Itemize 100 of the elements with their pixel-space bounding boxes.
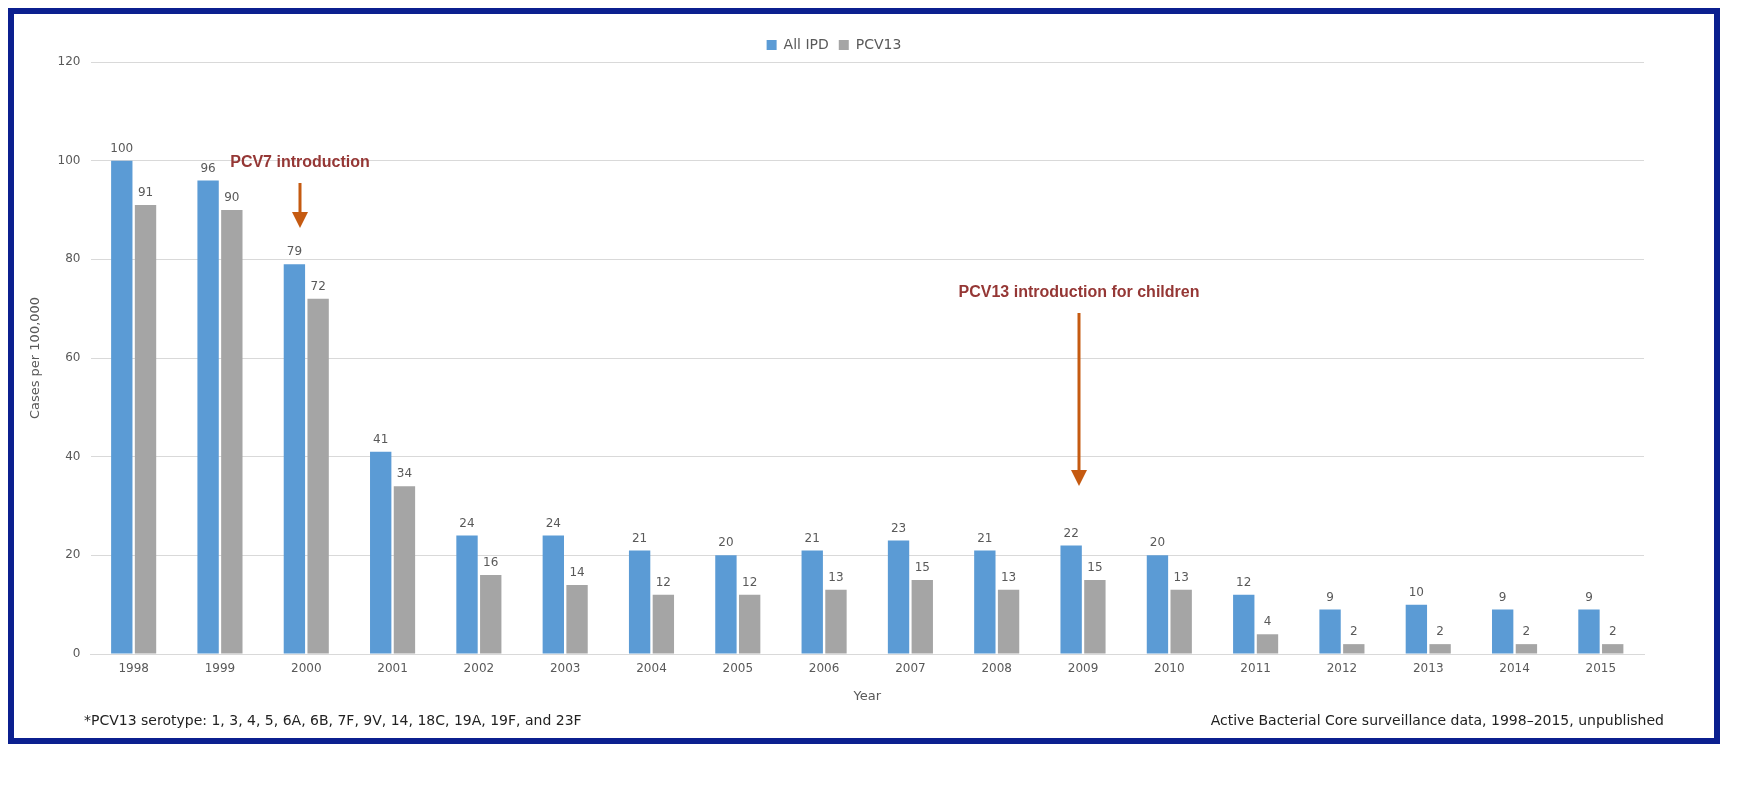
bar xyxy=(887,540,910,654)
text: *PCV13 serotype: 1, 3, 4, 5, 6A, 6B, 7F, 9V, 14, 18C, 19A, 19F, and 23F xyxy=(84,712,582,728)
data-label: 10 xyxy=(1408,584,1425,599)
data-label: 79 xyxy=(286,244,303,259)
y-tick-label: 60 xyxy=(65,350,81,365)
bar xyxy=(480,575,502,654)
data-label: 13 xyxy=(1000,569,1017,584)
data-label: 9 xyxy=(1585,589,1593,604)
y-tick-label: 80 xyxy=(65,251,81,266)
data-label: 12 xyxy=(1236,574,1252,589)
bar xyxy=(1084,580,1106,654)
x-tick-label: 2013 xyxy=(1412,661,1444,676)
data-label: 24 xyxy=(545,515,561,530)
legend-label: PCV13 xyxy=(855,35,902,52)
x-axis-title: Year xyxy=(852,687,882,703)
bar xyxy=(542,535,564,654)
data-label: 90 xyxy=(224,190,240,205)
data-label: 14 xyxy=(569,565,585,580)
data-label: 21 xyxy=(631,530,648,545)
x-tick-label: 2008 xyxy=(981,661,1012,676)
annotation: PCV13 introduction for children xyxy=(958,283,1200,301)
data-label: 12 xyxy=(655,574,671,589)
data-label: 20 xyxy=(1149,535,1166,550)
data-label: 15 xyxy=(914,560,930,575)
bar xyxy=(1578,609,1600,654)
x-tick-label: 2005 xyxy=(722,661,754,676)
data-label: 9 xyxy=(1326,589,1334,604)
data-label: 96 xyxy=(200,160,216,175)
bar xyxy=(1233,594,1255,654)
x-tick-label: 1999 xyxy=(204,661,236,676)
data-label: 2 xyxy=(1522,624,1531,639)
bar xyxy=(997,589,1020,654)
data-label: 12 xyxy=(742,574,758,589)
data-label: 4 xyxy=(1263,614,1272,629)
bar xyxy=(134,205,157,654)
bar xyxy=(307,298,329,654)
text: Active Bacterial Core surveillance data, 1998–2015, unpublished xyxy=(1210,712,1664,728)
data-label: 15 xyxy=(1087,560,1103,575)
bar xyxy=(974,550,996,654)
data-label: 23 xyxy=(890,520,907,535)
data-label: 2 xyxy=(1436,624,1444,639)
bar xyxy=(393,486,416,654)
data-label: 13 xyxy=(828,569,844,584)
bar xyxy=(911,580,933,654)
bar xyxy=(1170,589,1192,654)
x-tick-label: 2004 xyxy=(636,661,667,676)
bar xyxy=(221,210,243,654)
bar xyxy=(566,584,588,654)
data-label: 72 xyxy=(310,278,326,293)
y-tick-label: 0 xyxy=(72,646,81,661)
data-label: 41 xyxy=(373,431,389,446)
bar xyxy=(283,264,306,654)
bar xyxy=(1492,609,1514,654)
x-tick-label: 2000 xyxy=(290,661,322,676)
data-label: 2 xyxy=(1608,624,1617,639)
legend-label: All IPD xyxy=(783,35,829,52)
bar xyxy=(1405,604,1428,654)
bar xyxy=(1515,644,1538,654)
annotation: PCV7 introduction xyxy=(230,153,370,171)
bar xyxy=(1319,609,1341,654)
bar xyxy=(111,160,133,654)
y-tick-label: 20 xyxy=(65,547,81,562)
data-label: 22 xyxy=(1063,525,1079,540)
data-label: 91 xyxy=(137,185,154,200)
bar xyxy=(197,180,219,654)
bar xyxy=(1343,644,1365,654)
y-axis-title: Cases per 100,000 xyxy=(27,296,43,420)
bar xyxy=(1256,634,1279,654)
x-tick-label: 2002 xyxy=(463,661,495,676)
bar xyxy=(1060,545,1082,654)
x-tick-label: 1998 xyxy=(118,661,149,676)
x-tick-label: 2014 xyxy=(1499,661,1530,676)
x-tick-label: 2009 xyxy=(1067,661,1099,676)
x-tick-label: 2015 xyxy=(1585,661,1617,676)
data-label: 21 xyxy=(977,530,993,545)
data-label: 16 xyxy=(483,555,499,570)
bar xyxy=(1602,644,1624,654)
bar xyxy=(628,550,651,654)
bar xyxy=(370,451,392,654)
x-tick-label: 2003 xyxy=(549,661,581,676)
data-label: 20 xyxy=(718,535,734,550)
bar xyxy=(738,594,761,654)
data-label: 24 xyxy=(459,515,475,530)
data-label: 13 xyxy=(1173,569,1189,584)
y-tick-label: 40 xyxy=(65,448,81,463)
x-tick-label: 2007 xyxy=(895,661,926,676)
bar xyxy=(1146,555,1169,654)
x-tick-label: 2001 xyxy=(377,661,408,676)
bar xyxy=(1429,644,1451,654)
bar xyxy=(456,535,478,654)
data-label: 2 xyxy=(1349,624,1358,639)
x-tick-label: 2006 xyxy=(808,661,840,676)
x-tick-label: 2010 xyxy=(1154,661,1185,676)
x-tick-label: 2012 xyxy=(1326,661,1358,676)
y-tick-label: 100 xyxy=(57,152,81,167)
x-tick-label: 2011 xyxy=(1240,661,1271,676)
data-label: 21 xyxy=(804,530,820,545)
bar xyxy=(825,589,847,654)
y-tick-label: 120 xyxy=(57,54,81,69)
data-label: 9 xyxy=(1498,589,1507,604)
